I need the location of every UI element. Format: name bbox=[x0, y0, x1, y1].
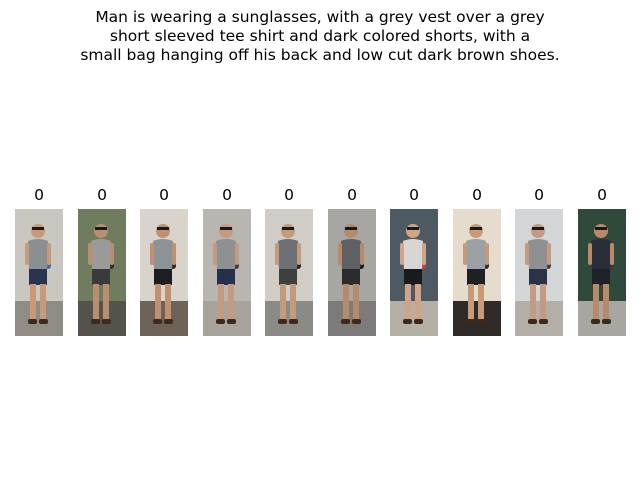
match-score: 0 bbox=[222, 186, 232, 204]
match-score: 0 bbox=[472, 186, 482, 204]
match-score: 0 bbox=[284, 186, 294, 204]
person-crop-image bbox=[328, 209, 376, 336]
person-crop-image bbox=[578, 209, 626, 336]
match-score: 0 bbox=[97, 186, 107, 204]
person-crop-image bbox=[15, 209, 63, 336]
person-crop-image bbox=[203, 209, 251, 336]
person-crop-image bbox=[140, 209, 188, 336]
person-crop-image bbox=[390, 209, 438, 336]
person-crop-image bbox=[78, 209, 126, 336]
person-crop-image bbox=[265, 209, 313, 336]
match-score: 0 bbox=[597, 186, 607, 204]
match-score: 0 bbox=[34, 186, 44, 204]
match-score: 0 bbox=[409, 186, 419, 204]
query-caption: Man is wearing a sunglasses, with a grey… bbox=[80, 8, 560, 64]
person-crop-image bbox=[453, 209, 501, 336]
match-score: 0 bbox=[159, 186, 169, 204]
person-crop-image bbox=[515, 209, 563, 336]
match-score: 0 bbox=[347, 186, 357, 204]
match-score: 0 bbox=[534, 186, 544, 204]
